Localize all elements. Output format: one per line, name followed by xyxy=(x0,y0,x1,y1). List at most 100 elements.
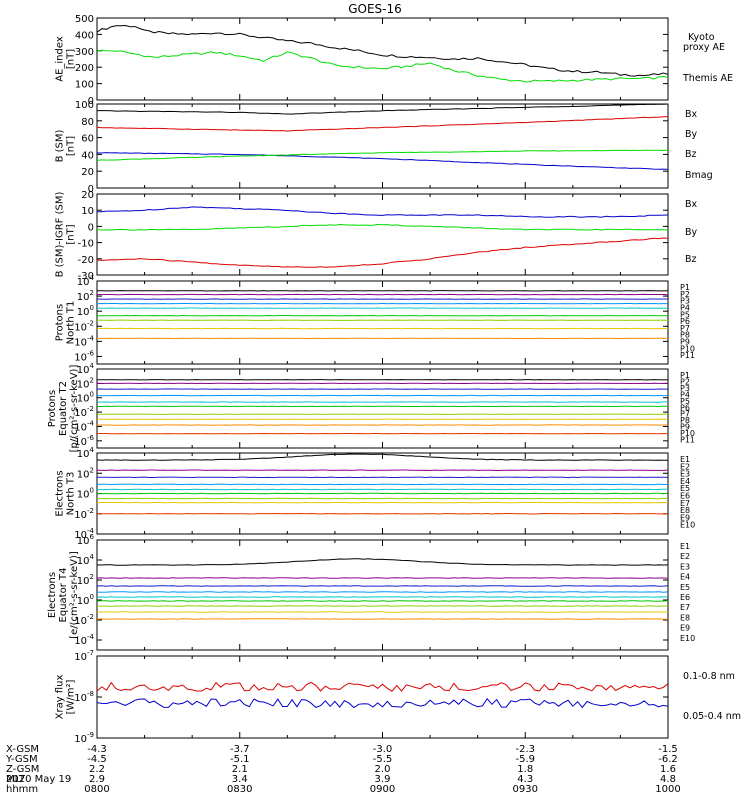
y-tick-exp: -4 xyxy=(87,334,95,342)
panel-frame xyxy=(96,655,669,739)
legend-entry: Bmag xyxy=(685,170,713,181)
y-tick-label: 80 xyxy=(81,117,94,128)
ephem-value: 0830 xyxy=(227,784,252,795)
legend-entry: E1 xyxy=(680,542,690,551)
series-line xyxy=(96,24,669,77)
legend-entry: P5 xyxy=(680,397,690,406)
y-tick-label: 10 xyxy=(81,206,94,217)
legend-entry: P1 xyxy=(680,283,690,292)
y-tick-label: 104 xyxy=(77,274,95,288)
series-line xyxy=(96,681,669,692)
y-tick-label: 400 xyxy=(75,30,94,41)
y-tick-exp: -6 xyxy=(87,349,95,357)
legend-entry: P5 xyxy=(680,310,690,319)
series-line xyxy=(97,497,669,500)
legend-entry: E9 xyxy=(680,624,690,633)
ephem-value: 1.6 xyxy=(660,764,676,775)
series-line xyxy=(96,49,669,83)
series-line xyxy=(96,116,669,132)
legend-entry: P3 xyxy=(680,297,690,306)
legend-entry: Themis AE xyxy=(682,73,733,84)
legend-entry: P9 xyxy=(680,338,690,347)
legend-entry: P9 xyxy=(680,423,690,432)
panel-7: 10-9 10-8 10-7 Xray flux [W/m²] 0.1-0.8 nm 0.0… xyxy=(55,649,741,745)
panel-frame xyxy=(96,17,669,101)
y-tick-label: 100 xyxy=(77,304,94,318)
legend-entry: P3 xyxy=(680,384,690,393)
series-line xyxy=(96,501,669,504)
legend-entry: Bz xyxy=(685,254,697,265)
legend-entry: P6 xyxy=(680,317,690,326)
y-tick-exp: 4 xyxy=(90,553,95,561)
y-tick-label: 102 xyxy=(77,289,94,303)
y-tick-exp: -4 xyxy=(87,527,95,535)
legend-entry: By xyxy=(685,129,698,140)
y-tick-exp: -2 xyxy=(87,613,94,621)
y-tick-exp: -9 xyxy=(87,731,94,739)
legend-entry: Kyoto xyxy=(688,32,715,43)
ephem-value: -4.5 xyxy=(87,754,107,765)
y-tick-label: 0 xyxy=(88,184,94,195)
legend-entry: E6 xyxy=(680,492,690,501)
ephem-value: -5.5 xyxy=(373,754,393,765)
series-line xyxy=(96,152,669,170)
ephem-value: 0930 xyxy=(513,784,538,795)
series-line xyxy=(96,476,669,479)
y-tick-label: 10-8 xyxy=(74,690,94,704)
panel-frame xyxy=(96,103,669,189)
y-tick-label: 500 xyxy=(75,14,94,25)
legend-entry: E4 xyxy=(680,573,690,582)
y-tick-label: 100 xyxy=(77,487,94,501)
panel-2: -30 -20 -10 0 10 20 B (SM)-IGRF (SM) [nT] Bx By Bz xyxy=(55,190,698,282)
y-tick-exp: 2 xyxy=(90,289,94,297)
legend-entry: P8 xyxy=(680,416,690,425)
y-axis-label: AE_index xyxy=(55,36,66,82)
series-line xyxy=(96,512,669,515)
series-line xyxy=(96,488,669,491)
y-tick-label: 100 xyxy=(75,80,94,91)
y-tick-exp: 0 xyxy=(90,593,94,601)
ephem-value: 3.4 xyxy=(232,774,248,785)
ephem-value: 2.9 xyxy=(89,774,105,785)
ephem-value: 2.2 xyxy=(89,764,105,775)
y-tick-label: 300 xyxy=(75,47,94,58)
ephem-value: 0800 xyxy=(84,784,109,795)
y-tick-exp: 0 xyxy=(90,391,94,399)
y-axis-label: Xray flux xyxy=(55,675,66,720)
series-line xyxy=(96,453,668,461)
y-tick-label: -10 xyxy=(78,239,94,250)
legend-entry: E7 xyxy=(680,499,690,508)
ephem-row-label: MLT xyxy=(6,774,26,785)
y-axis-label: [p/(cm²-s-sr-keV)] xyxy=(69,365,80,453)
legend-entry: P8 xyxy=(680,331,690,340)
ephem-value: 2.0 xyxy=(375,764,391,775)
series-line xyxy=(96,149,669,161)
y-tick-label: 10-4 xyxy=(74,334,94,348)
y-axis-label: North T1 xyxy=(66,301,77,345)
series-line xyxy=(96,237,669,268)
y-axis-label: [nT] xyxy=(66,224,77,244)
legend-entry: E5 xyxy=(680,583,690,592)
ephem-value: -3.7 xyxy=(230,744,250,755)
y-tick-label: 0 xyxy=(88,222,94,233)
series-line xyxy=(97,103,669,115)
y-tick-label: 10-2 xyxy=(74,507,94,521)
legend-entry: E8 xyxy=(680,613,690,622)
ephem-value: -4.3 xyxy=(87,744,107,755)
legend-entry: P1 xyxy=(680,371,690,380)
y-tick-exp: -6 xyxy=(87,434,95,442)
y-tick-exp: 4 xyxy=(90,274,95,282)
series-line xyxy=(96,558,669,566)
legend-entry: P7 xyxy=(680,410,690,419)
y-tick-exp: 0 xyxy=(90,304,94,312)
y-axis-label: Equator T2 xyxy=(58,381,69,436)
y-tick-exp: 6 xyxy=(90,533,95,541)
legend-entry: P4 xyxy=(680,303,690,312)
legend-entry: E9 xyxy=(680,513,690,522)
legend-entry: P6 xyxy=(680,403,690,412)
ephem-value: 4.8 xyxy=(660,774,676,785)
legend-entry: E7 xyxy=(680,603,690,612)
y-tick-label: 106 xyxy=(77,533,95,547)
y-axis-label: B (SM)-IGRF (SM) xyxy=(55,192,66,278)
